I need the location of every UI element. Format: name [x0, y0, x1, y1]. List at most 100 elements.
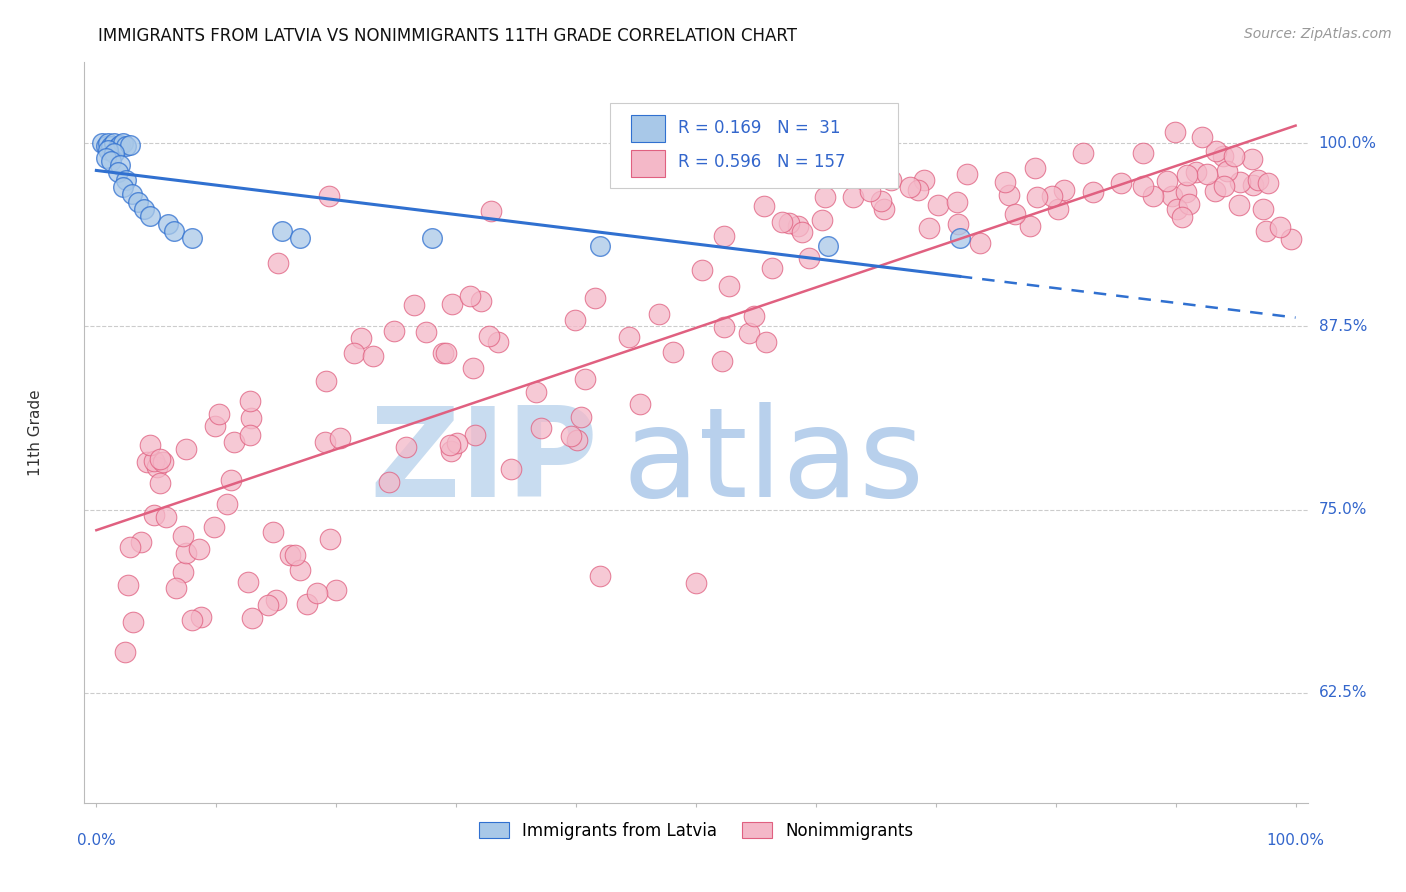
FancyBboxPatch shape [631, 115, 665, 142]
Point [479, 204, 502, 219]
Point [754, 199, 776, 213]
Point [647, 307, 669, 321]
Point [240, 411, 263, 425]
Point [1164, 125, 1187, 139]
Point [402, 297, 425, 311]
Point [1132, 146, 1154, 161]
Point [115, 172, 138, 186]
Point [1215, 164, 1237, 178]
Text: 11th Grade: 11th Grade [28, 389, 44, 476]
Point [713, 228, 735, 243]
Point [1247, 173, 1270, 187]
Point [97, 144, 120, 158]
Point [278, 548, 301, 562]
Point [1251, 202, 1274, 216]
Point [157, 217, 180, 231]
Point [662, 345, 685, 359]
Point [1040, 189, 1063, 203]
Point [343, 346, 366, 360]
Point [361, 349, 384, 363]
Point [560, 428, 582, 442]
Point [174, 442, 197, 456]
Point [478, 329, 501, 343]
Point [778, 216, 800, 230]
Point [927, 197, 949, 211]
Point [382, 324, 405, 338]
Point [163, 224, 186, 238]
Point [817, 238, 839, 252]
Point [1241, 152, 1264, 166]
Point [458, 289, 481, 303]
Point [143, 508, 166, 522]
Point [880, 173, 903, 187]
Point [446, 436, 468, 450]
Point [814, 189, 837, 203]
Point [208, 407, 231, 421]
Text: 87.5%: 87.5% [1319, 318, 1367, 334]
Point [526, 385, 548, 400]
Point [589, 568, 612, 582]
Point [1204, 184, 1226, 198]
Text: 0.0%: 0.0% [77, 833, 115, 848]
Point [797, 251, 820, 265]
Point [1026, 190, 1049, 204]
Point [786, 219, 808, 233]
Point [100, 139, 122, 153]
Point [328, 431, 350, 445]
Point [1047, 202, 1070, 216]
Point [1018, 219, 1040, 234]
Point [742, 309, 765, 323]
Point [946, 217, 969, 231]
Point [121, 187, 143, 202]
Point [111, 136, 134, 150]
Point [870, 194, 893, 208]
Point [110, 137, 132, 152]
Point [1205, 144, 1227, 158]
Point [470, 293, 492, 308]
Text: 75.0%: 75.0% [1319, 502, 1367, 517]
Point [420, 231, 443, 245]
Point [770, 215, 793, 229]
Point [1174, 186, 1197, 200]
Point [1024, 161, 1046, 175]
Point [617, 330, 640, 344]
Point [440, 443, 463, 458]
Point [1229, 175, 1251, 189]
Point [690, 263, 713, 277]
Point [1161, 189, 1184, 203]
Text: 100.0%: 100.0% [1319, 136, 1376, 151]
Point [190, 610, 212, 624]
Point [238, 394, 260, 409]
Point [271, 224, 294, 238]
Point [1156, 174, 1178, 188]
Point [898, 179, 921, 194]
Point [378, 475, 401, 489]
Point [499, 462, 522, 476]
Point [873, 202, 896, 216]
Point [1256, 223, 1278, 237]
Point [434, 346, 457, 360]
Point [110, 158, 132, 172]
Point [127, 194, 149, 209]
Point [267, 256, 290, 270]
Point [710, 353, 733, 368]
Point [188, 541, 211, 556]
Point [238, 574, 260, 589]
Point [257, 598, 280, 612]
Point [685, 575, 707, 590]
Point [792, 225, 814, 239]
Point [134, 202, 156, 216]
Point [1081, 185, 1104, 199]
Point [997, 187, 1019, 202]
Point [439, 438, 461, 452]
Point [202, 520, 225, 534]
Text: atlas: atlas [623, 401, 925, 523]
Point [221, 473, 243, 487]
Point [918, 220, 941, 235]
Point [1071, 145, 1094, 160]
Point [441, 296, 464, 310]
Point [103, 146, 125, 161]
Point [97, 136, 120, 150]
Point [111, 180, 134, 194]
Text: ZIP: ZIP [370, 401, 598, 523]
